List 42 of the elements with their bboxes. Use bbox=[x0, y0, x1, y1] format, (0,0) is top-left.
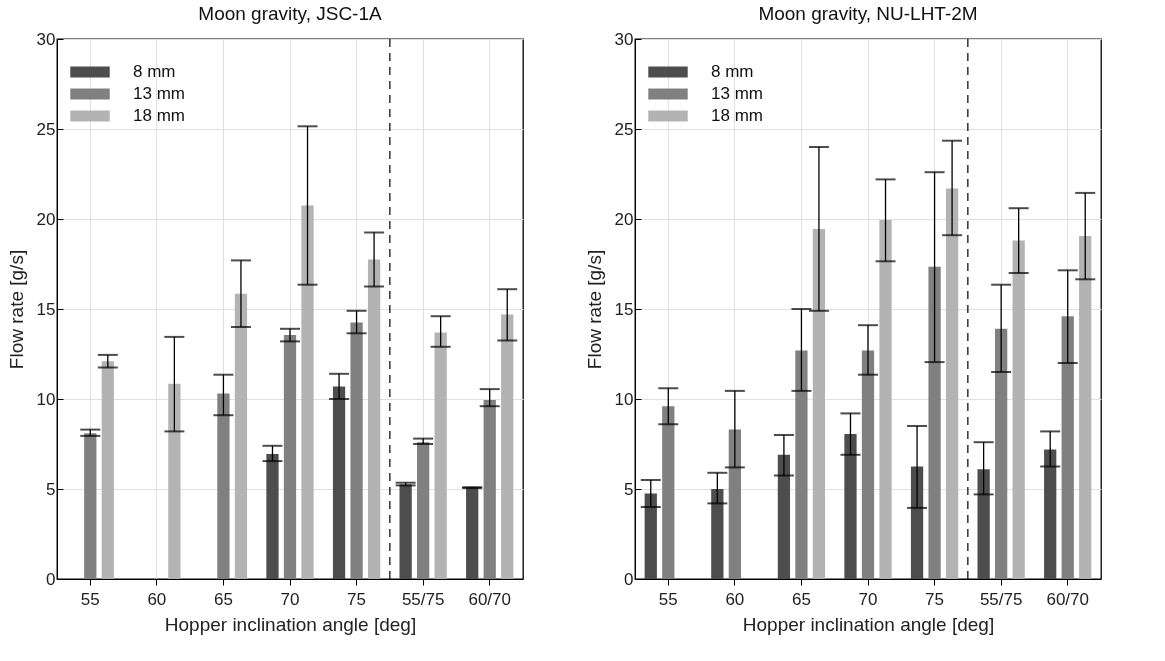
x-axis-title: Hopper inclination angle [deg] bbox=[164, 613, 417, 635]
legend-label: 18 mm bbox=[133, 106, 185, 125]
y-tick-label: 10 bbox=[36, 389, 56, 409]
y-tick-label: 25 bbox=[36, 119, 56, 139]
y-tick-label: 0 bbox=[624, 569, 634, 589]
y-tick-label: 20 bbox=[614, 209, 634, 229]
x-axis-title: Hopper inclination angle [deg] bbox=[742, 613, 995, 635]
x-tick-label: 70 bbox=[280, 589, 300, 609]
x-tick-label: 55/75 bbox=[979, 589, 1023, 609]
x-tick-label: 55 bbox=[80, 589, 100, 609]
y-axis-title: Flow rate [g/s] bbox=[5, 249, 27, 370]
y-tick-label: 30 bbox=[614, 29, 634, 49]
x-tick-label: 55/75 bbox=[401, 589, 445, 609]
y-tick-label: 0 bbox=[46, 569, 56, 589]
legend-label: 8 mm bbox=[133, 62, 176, 81]
x-tick-label: 70 bbox=[858, 589, 878, 609]
y-tick-label: 15 bbox=[36, 299, 56, 319]
y-axis-title: Flow rate [g/s] bbox=[583, 249, 605, 370]
y-tick-label: 30 bbox=[36, 29, 56, 49]
y-tick-label: 25 bbox=[614, 119, 634, 139]
x-tick-label: 60 bbox=[147, 589, 167, 609]
y-tick-label: 20 bbox=[36, 209, 56, 229]
y-tick-label: 10 bbox=[614, 389, 634, 409]
x-tick-label: 65 bbox=[791, 589, 811, 609]
legend-label: 13 mm bbox=[133, 84, 185, 103]
x-tick-label: 55 bbox=[658, 589, 678, 609]
x-tick-label: 75 bbox=[925, 589, 945, 609]
x-tick-label: 75 bbox=[347, 589, 367, 609]
x-tick-label: 60/70 bbox=[468, 589, 511, 609]
legend-label: 13 mm bbox=[711, 84, 763, 103]
x-tick-label: 65 bbox=[213, 589, 233, 609]
x-tick-label: 60/70 bbox=[1046, 589, 1089, 609]
legend-label: 8 mm bbox=[711, 62, 754, 81]
y-tick-label: 5 bbox=[46, 479, 56, 499]
legend-label: 18 mm bbox=[711, 106, 763, 125]
bar bbox=[399, 484, 412, 579]
y-tick-label: 15 bbox=[614, 299, 634, 319]
x-tick-label: 60 bbox=[725, 589, 745, 609]
chart-title: Moon gravity, JSC-1A bbox=[198, 3, 383, 24]
chart-title: Moon gravity, NU-LHT-2M bbox=[758, 3, 978, 24]
bar bbox=[466, 487, 479, 579]
y-tick-label: 5 bbox=[624, 479, 634, 499]
